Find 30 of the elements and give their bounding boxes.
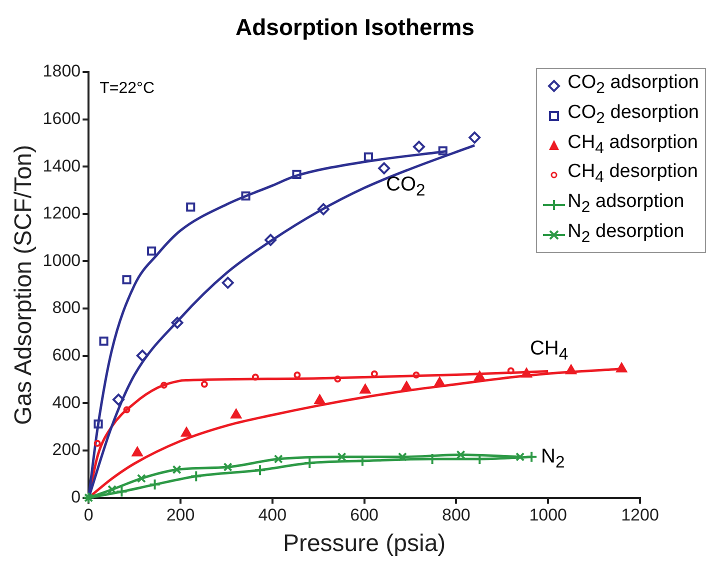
chart-title: Adsorption Isotherms xyxy=(234,14,476,41)
y-tick-label: 400 xyxy=(52,392,81,412)
y-tick-label: 800 xyxy=(52,298,81,318)
x-axis-title: Pressure (psia) xyxy=(282,530,446,558)
y-tick-label: 1200 xyxy=(42,204,81,223)
annotation: CO$_{2}$ xyxy=(386,173,426,200)
x-tick-label: 600 xyxy=(350,506,378,525)
x-tick-label: 1200 xyxy=(621,506,659,525)
annotation: CH$_{4}$ xyxy=(530,337,568,364)
legend-label: N$_{2}$ desorption xyxy=(568,220,684,248)
x-tick-label: 1000 xyxy=(529,506,568,525)
annotation: N$_{2}$ xyxy=(541,446,565,473)
legend-label: CH$_{4}$ desorption xyxy=(568,160,698,188)
annotation: T=22°C xyxy=(100,80,155,98)
y-axis-title: Gas Adsorption (SCF/Ton) xyxy=(10,144,38,425)
legend-label: CO$_{2}$ adsorption xyxy=(568,71,699,99)
x-tick-label: 400 xyxy=(258,506,287,525)
y-tick-label: 600 xyxy=(52,346,81,365)
y-tick-label: 1600 xyxy=(42,109,81,128)
y-tick-label: 1400 xyxy=(42,156,81,176)
y-tick-label: 1800 xyxy=(42,62,81,81)
x-tick-label: 200 xyxy=(166,506,195,525)
y-tick-label: 0 xyxy=(71,487,81,506)
legend-label: N$_{2}$ adsorption xyxy=(568,190,684,218)
x-tick-label: 0 xyxy=(84,506,94,525)
x-tick-label: 800 xyxy=(442,506,470,525)
y-tick-label: 1000 xyxy=(42,250,81,270)
legend-label: CH$_{4}$ adsorption xyxy=(568,130,698,158)
legend-label: CO$_{2}$ desorption xyxy=(568,100,699,129)
y-tick-label: 200 xyxy=(52,440,81,460)
